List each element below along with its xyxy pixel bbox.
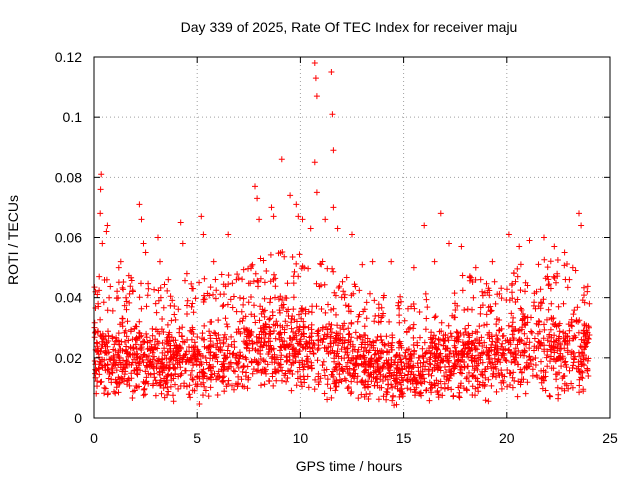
data-point [200, 231, 207, 238]
data-point [322, 216, 329, 223]
data-point [254, 195, 261, 202]
data-point [359, 261, 366, 268]
data-point [256, 216, 263, 223]
data-point [295, 213, 302, 220]
data-point [299, 216, 306, 223]
data-points [91, 60, 593, 409]
data-point [526, 237, 533, 244]
data-point [270, 213, 277, 220]
chart-title: Day 339 of 2025, Rate Of TEC Index for r… [181, 19, 518, 35]
data-point [541, 234, 547, 241]
x-axis-label: GPS time / hours [296, 458, 403, 474]
data-point [97, 210, 104, 217]
data-point [142, 249, 149, 256]
data-point [177, 219, 184, 226]
data-point [183, 270, 190, 277]
data-point [313, 189, 320, 196]
data-point [330, 147, 337, 154]
x-tick-label: 10 [293, 430, 309, 446]
data-point [569, 264, 576, 271]
data-point [334, 225, 341, 232]
axes: 0 5 10 15 20 25 0 0.02 0.04 0.06 0.08 0.1 0.12 [55, 49, 618, 446]
data-point [115, 264, 122, 271]
data-point [155, 234, 161, 241]
data-point [98, 171, 105, 178]
data-point [489, 258, 496, 265]
data-point [165, 276, 172, 283]
data-point [140, 240, 147, 247]
y-tick-label: 0.12 [55, 49, 82, 65]
data-point [437, 210, 444, 217]
data-point [97, 186, 104, 193]
y-tick-label: 0.1 [63, 109, 83, 125]
data-point [252, 183, 258, 190]
data-point [578, 222, 585, 229]
data-point [328, 69, 335, 75]
y-tick-label: 0 [74, 410, 82, 426]
data-point [410, 264, 417, 271]
data-point [210, 258, 217, 265]
data-point [138, 216, 145, 223]
data-point [95, 300, 102, 307]
data-point [225, 231, 232, 238]
data-point [472, 264, 479, 271]
data-point [561, 249, 568, 256]
data-point [293, 201, 300, 208]
data-point [505, 231, 512, 238]
scatter-cloud [91, 249, 593, 409]
data-point [312, 75, 319, 82]
data-point [136, 201, 143, 208]
data-point [179, 240, 186, 247]
data-point [349, 231, 355, 238]
data-point [311, 159, 318, 166]
data-point [458, 243, 465, 250]
x-tick-label: 0 [90, 430, 98, 446]
data-point [421, 222, 428, 229]
data-point [233, 276, 240, 283]
data-point [576, 210, 582, 217]
data-point [431, 258, 438, 265]
data-point [96, 273, 103, 280]
x-tick-label: 25 [602, 430, 618, 446]
data-point [586, 300, 593, 307]
data-point [330, 204, 337, 211]
data-point [307, 225, 314, 232]
data-point [117, 258, 124, 265]
data-point [388, 258, 395, 265]
y-tick-label: 0.04 [55, 290, 82, 306]
y-axis-label: ROTI / TECUs [5, 195, 21, 285]
data-point [446, 240, 452, 247]
x-tick-label: 15 [396, 430, 412, 446]
data-point [99, 240, 106, 247]
data-point [329, 111, 336, 118]
data-point [268, 204, 275, 211]
data-point [311, 60, 318, 66]
y-tick-label: 0.02 [55, 350, 82, 366]
data-point [287, 192, 294, 199]
y-tick-label: 0.06 [55, 230, 82, 246]
y-tick-label: 0.08 [55, 169, 82, 185]
data-point [278, 156, 285, 163]
data-point [104, 222, 111, 229]
data-point [103, 228, 110, 235]
data-point [551, 243, 558, 250]
data-point [198, 213, 205, 220]
data-point [313, 93, 320, 100]
data-point [157, 258, 163, 265]
data-point [369, 258, 376, 265]
data-point [516, 243, 523, 250]
data-point [584, 288, 591, 295]
x-tick-label: 20 [499, 430, 515, 446]
x-tick-label: 5 [193, 430, 201, 446]
